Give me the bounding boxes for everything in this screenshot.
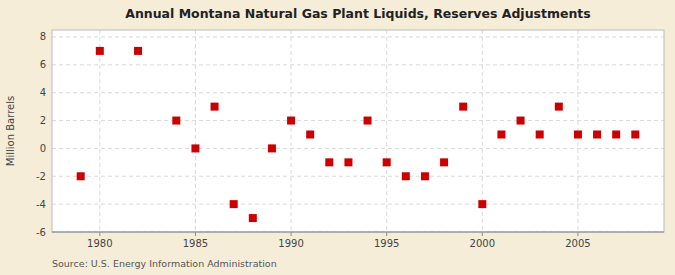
y-tick-label: 2 xyxy=(40,115,46,126)
plot-background xyxy=(52,30,664,232)
point xyxy=(383,158,391,166)
point xyxy=(555,103,563,111)
y-tick-label: 0 xyxy=(40,143,46,154)
point xyxy=(325,158,333,166)
x-grid-line xyxy=(99,30,100,232)
point xyxy=(459,103,467,111)
point xyxy=(230,200,238,208)
x-grid-line xyxy=(291,30,292,232)
point xyxy=(631,130,639,138)
x-tick xyxy=(195,232,196,236)
point xyxy=(593,130,601,138)
y-grid-line xyxy=(52,148,664,149)
x-tick xyxy=(482,232,483,236)
y-tick-label: -2 xyxy=(36,171,46,182)
x-tick-label: 2005 xyxy=(565,238,590,249)
point xyxy=(306,130,314,138)
y-grid-line xyxy=(52,176,664,177)
point xyxy=(612,130,620,138)
x-tick-label: 1990 xyxy=(278,238,303,249)
y-tick-label: 8 xyxy=(40,31,46,42)
x-tick-label: 1985 xyxy=(183,238,208,249)
point xyxy=(478,200,486,208)
plot-frame xyxy=(52,30,664,232)
point xyxy=(517,117,525,125)
x-tick-label: 1980 xyxy=(87,238,112,249)
axes: -6 -4 -2 0 2 4 6 8 1980 1985 1990 1995 2000 2005 xyxy=(36,30,664,249)
y-axis-label: Million Barrels xyxy=(5,96,16,166)
point xyxy=(77,172,85,180)
point xyxy=(574,130,582,138)
point xyxy=(191,144,199,152)
y-grid-line xyxy=(52,36,664,37)
y-tick-label: -4 xyxy=(36,199,46,210)
point xyxy=(268,144,276,152)
x-tick-label: 2000 xyxy=(470,238,495,249)
x-grid-line xyxy=(386,30,387,232)
point xyxy=(364,117,372,125)
point xyxy=(96,47,104,55)
title: Annual Montana Natural Gas Plant Liquids… xyxy=(125,6,591,21)
point xyxy=(249,214,257,222)
x-tick xyxy=(99,232,100,236)
point xyxy=(134,47,142,55)
grid xyxy=(52,30,664,232)
point xyxy=(536,130,544,138)
page: {"chart_data": {"type": "scatter", "titl… xyxy=(0,0,675,275)
y-grid-line xyxy=(52,120,664,121)
y-tick-label: -6 xyxy=(36,227,46,238)
x-tick xyxy=(386,232,387,236)
point xyxy=(440,158,448,166)
point xyxy=(344,158,352,166)
point xyxy=(287,117,295,125)
x-tick xyxy=(291,232,292,236)
x-tick xyxy=(577,232,578,236)
source-note: Source: U.S. Energy Information Administ… xyxy=(52,258,277,269)
y-grid-line xyxy=(52,92,664,93)
point xyxy=(421,172,429,180)
y-grid-line xyxy=(52,204,664,205)
y-grid-line xyxy=(52,232,664,233)
background xyxy=(0,0,675,275)
chart: -6 -4 -2 0 2 4 6 8 1980 1985 1990 1995 2000 2005 Annua… xyxy=(0,0,675,275)
points xyxy=(77,47,640,222)
x-grid-line xyxy=(195,30,196,232)
point xyxy=(402,172,410,180)
x-axis-line xyxy=(52,232,664,233)
y-tick-label: 6 xyxy=(40,59,46,70)
point xyxy=(172,117,180,125)
x-tick-label: 1995 xyxy=(374,238,399,249)
point xyxy=(211,103,219,111)
y-tick-label: 4 xyxy=(40,87,46,98)
y-grid-line xyxy=(52,64,664,65)
point xyxy=(497,130,505,138)
